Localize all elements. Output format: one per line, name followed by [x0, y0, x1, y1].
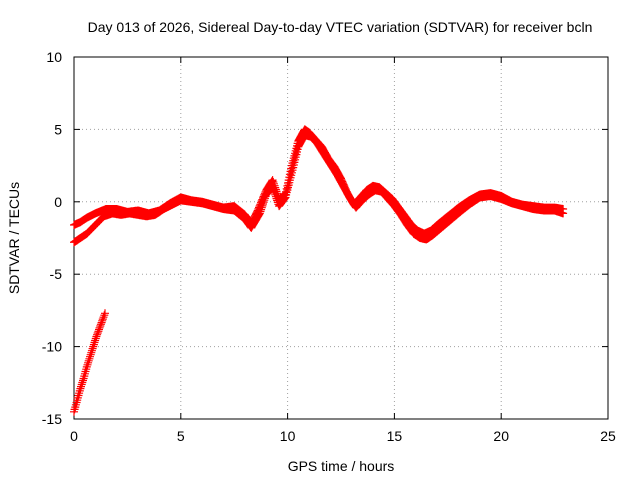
- chart-title: Day 013 of 2026, Sidereal Day-to-day VTE…: [88, 19, 593, 35]
- x-axis-label: GPS time / hours: [288, 458, 395, 474]
- x-tick-label: 0: [70, 428, 78, 444]
- plus-markers: [70, 309, 109, 416]
- x-tick-label: 20: [493, 428, 509, 444]
- y-tick-label: 10: [46, 49, 62, 65]
- y-tick-label: -15: [42, 411, 62, 427]
- y-axis-label: SDTVAR / TECUs: [6, 182, 22, 294]
- x-tick-label: 10: [280, 428, 296, 444]
- series-sdtvar-start-segment: [70, 309, 109, 416]
- y-tick-label: 5: [54, 121, 62, 137]
- x-tick-label: 25: [600, 428, 616, 444]
- data-points: [70, 125, 568, 416]
- x-tick-label: 5: [177, 428, 185, 444]
- y-tick-label: 0: [54, 194, 62, 210]
- y-tick-label: -10: [42, 339, 62, 355]
- y-tick-label: -5: [50, 266, 63, 282]
- axis-ticks: 0 5 10 15 20 25 -15 -10 -5 0 5 10: [42, 49, 616, 444]
- grid-lines: [74, 57, 608, 419]
- x-tick-label: 15: [387, 428, 403, 444]
- series-sdtvar-secondary: [70, 131, 568, 247]
- plus-markers: [70, 131, 568, 247]
- plot-frame: [73, 56, 609, 420]
